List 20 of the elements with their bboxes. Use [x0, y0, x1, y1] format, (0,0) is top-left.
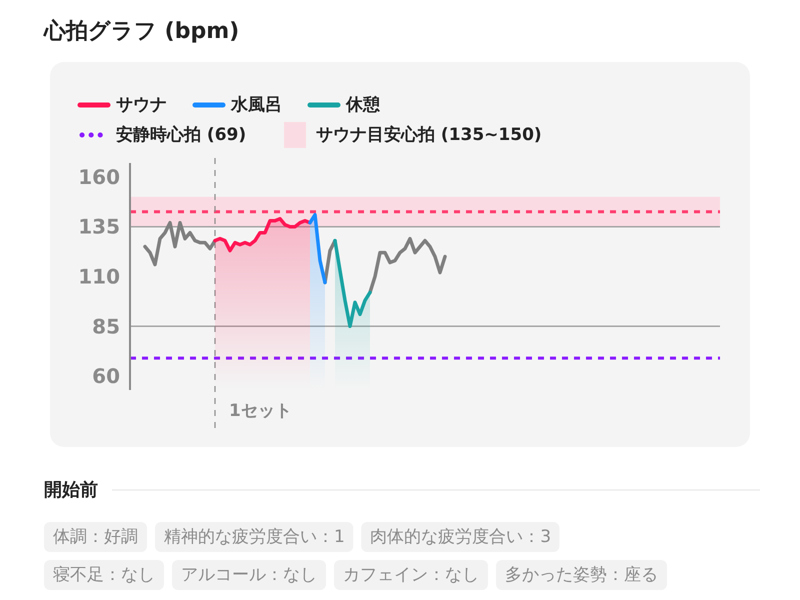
- y-tick-label: 85: [92, 314, 120, 338]
- text: 開始前: [44, 480, 98, 500]
- legend-label: 休憩: [345, 95, 381, 115]
- y-tick-label: 160: [78, 164, 120, 189]
- text: 肉体的な疲労度合い：3: [370, 527, 552, 547]
- chart-title: 心拍グラフ (bpm): [43, 18, 240, 44]
- y-tick-label: 60: [92, 364, 120, 388]
- y-tick-label: 135: [78, 214, 120, 239]
- text: 体調：好調: [53, 527, 138, 547]
- text: 寝不足：なし: [53, 565, 155, 585]
- text: 多かった姿勢：座る: [505, 565, 658, 585]
- text: 精神的な疲労度合い：1: [164, 527, 345, 547]
- text: 1セット: [229, 401, 292, 421]
- legend-label: 安静時心拍 (69): [116, 125, 246, 145]
- text: アルコール：なし: [181, 565, 317, 585]
- y-tick-label: 110: [78, 264, 120, 288]
- legend-label: サウナ: [116, 95, 167, 115]
- legend-label: サウナ目安心拍 (135~150): [316, 125, 542, 145]
- text: カフェイン：なし: [343, 565, 479, 585]
- legend-label: 水風呂: [230, 95, 282, 115]
